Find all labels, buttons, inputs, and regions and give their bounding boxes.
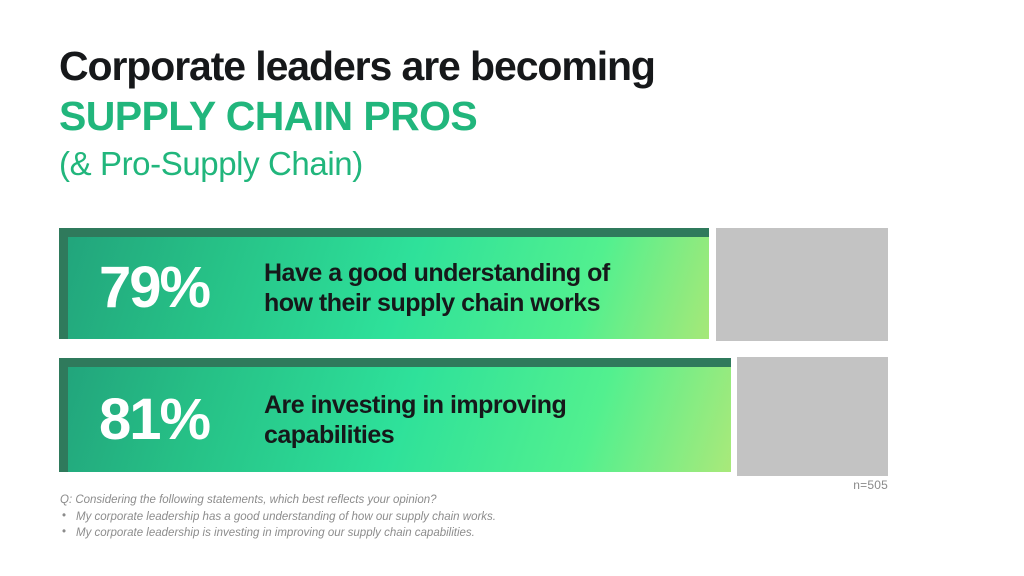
- bar-label-1-line-2: how their supply chain works: [264, 289, 601, 317]
- footnote-statement-1: • My corporate leadership has a good und…: [60, 509, 496, 526]
- bar-fill-2: 81% Are investing in improving capabilit…: [68, 367, 731, 472]
- image-placeholder-1: [716, 228, 888, 341]
- bar-value-1: 79%: [99, 255, 211, 320]
- bar-label-2-line-1: Are investing in improving: [264, 390, 567, 419]
- bullet-icon: •: [62, 509, 67, 522]
- footnote-statement-2: • My corporate leadership is investing i…: [60, 525, 496, 542]
- footnote-statement-1-text: My corporate leadership has a good under…: [76, 510, 496, 523]
- bar-fill-1: 79% Have a good understanding of how the…: [68, 237, 709, 339]
- bar-label-1: Have a good understanding of how their s…: [264, 258, 610, 318]
- footnote-question: Q: Considering the following statements,…: [60, 494, 437, 506]
- sample-size-label: n=505: [853, 478, 888, 492]
- image-placeholder-2: [737, 357, 888, 476]
- bar-value-2: 81%: [99, 386, 211, 452]
- footnote-statement-2-text: My corporate leadership is investing in …: [76, 527, 475, 539]
- bar-label-2-line-2: capabilities: [264, 420, 395, 449]
- headline-line-1: Corporate leaders are becoming: [59, 43, 656, 89]
- page-title: Corporate leaders are becoming SUPPLY CH…: [59, 42, 959, 185]
- headline-line-3: (& Pro-Supply Chain): [59, 145, 363, 182]
- headline-line-2: SUPPLY CHAIN PROS: [59, 93, 478, 139]
- footnote-statement-list: • My corporate leadership has a good und…: [60, 509, 496, 542]
- bar-label-1-line-1: Have a good understanding of: [264, 259, 610, 287]
- bullet-icon: •: [62, 526, 67, 538]
- bar-label-2: Are investing in improving capabilities: [264, 390, 567, 450]
- footnote: Q: Considering the following statements,…: [60, 492, 496, 542]
